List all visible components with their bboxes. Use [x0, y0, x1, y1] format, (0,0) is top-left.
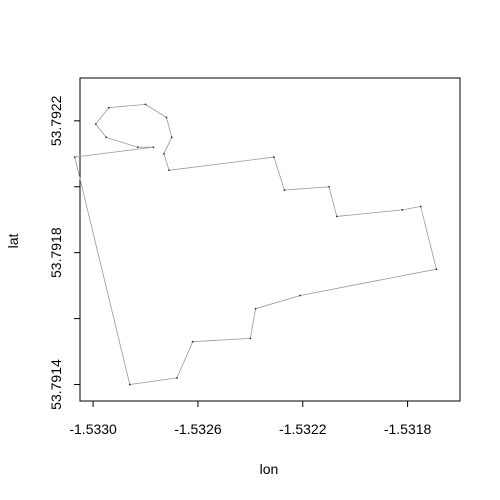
plot-frame	[79, 77, 461, 402]
y-tick-label: 53.7918	[48, 227, 64, 278]
data-point	[165, 116, 168, 119]
data-point	[152, 146, 155, 149]
x-tick-label: -1.5330	[69, 421, 117, 437]
data-point	[136, 146, 139, 149]
data-point	[94, 123, 97, 126]
data-point	[73, 156, 76, 159]
data-point	[335, 215, 338, 218]
data-point	[168, 169, 171, 172]
data-point	[283, 189, 286, 191]
data-point	[328, 185, 330, 188]
x-tick-label: -1.5318	[384, 421, 432, 437]
plot-area	[73, 77, 461, 402]
data-point	[401, 208, 404, 211]
data-point	[249, 337, 252, 340]
data-point	[176, 377, 178, 379]
data-point	[107, 106, 110, 109]
data-point	[273, 156, 275, 159]
x-tick-label: -1.5326	[174, 421, 222, 437]
data-point	[419, 205, 422, 208]
x-axis: -1.5330 -1.5326 -1.5322 -1.5318	[69, 401, 432, 437]
series-line-0	[74, 103, 437, 385]
x-axis-title: lon	[260, 461, 279, 477]
data-point	[254, 307, 257, 310]
data-point	[299, 294, 302, 297]
data-point	[128, 383, 131, 386]
data-point	[191, 340, 194, 343]
x-tick-label: -1.5322	[279, 421, 327, 437]
data-point	[144, 103, 147, 106]
data-point	[162, 152, 165, 155]
data-point	[105, 136, 108, 139]
y-axis: 53.7914 53.7918 53.7922	[48, 95, 80, 410]
y-axis-title: lat	[5, 234, 21, 249]
y-tick-label: 53.7922	[48, 95, 64, 146]
y-tick-label: 53.7914	[48, 359, 64, 410]
data-point	[435, 268, 438, 271]
data-point	[170, 136, 173, 139]
